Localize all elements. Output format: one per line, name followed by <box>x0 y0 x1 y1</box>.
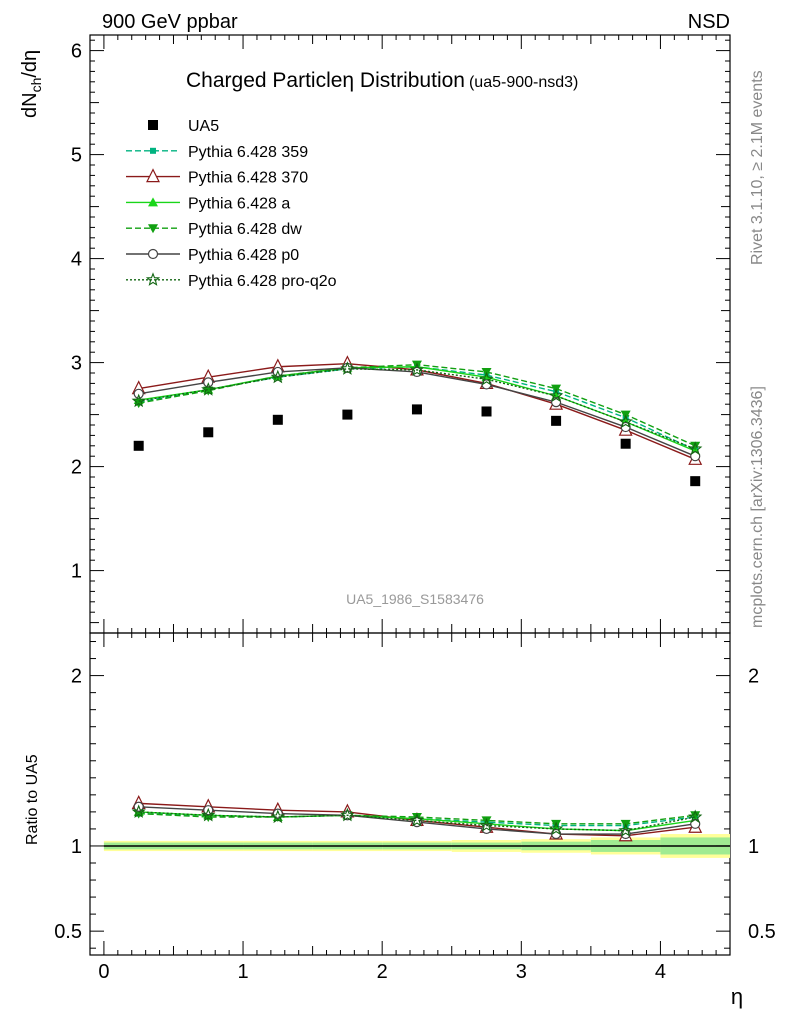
data-point-main-5 <box>548 388 564 402</box>
ua5-data-point <box>620 438 631 449</box>
data-point-main-3 <box>690 441 701 451</box>
legend-marker-0 <box>150 147 156 154</box>
legend-marker-ua5 <box>148 120 158 130</box>
data-point-ratio-5 <box>548 821 564 836</box>
y-tick-label-ratio-right: 1 <box>748 836 759 858</box>
legend-marker-3 <box>148 224 158 234</box>
data-point-ratio-3 <box>690 811 701 821</box>
y-tick-label-main: 1 <box>71 561 82 583</box>
legend-marker-4 <box>147 248 159 260</box>
legend: UA5 Pythia 6.428 359 Pythia 6.428 370 Pythi… <box>126 118 337 290</box>
data-point-ratio-5 <box>688 809 703 824</box>
legend-label-1: Pythia 6.428 370 <box>188 170 308 187</box>
legend-label-ua5: UA5 <box>188 118 219 135</box>
data-point-ratio-5 <box>409 812 425 827</box>
ua5-data-point <box>481 406 492 417</box>
legend-label-3: Pythia 6.428 dw <box>188 221 302 238</box>
y-tick-label-main: 6 <box>71 41 82 63</box>
ua5-data-point <box>342 409 353 420</box>
ua5-data-point <box>133 440 144 451</box>
x-tick-label: 3 <box>516 961 527 983</box>
legend-label-0: Pythia 6.428 359 <box>188 144 308 161</box>
analysis-watermark: UA5_1986_S1583476 <box>346 591 484 607</box>
y-tick-label-ratio-right: 0.5 <box>748 921 776 943</box>
legend-marker-5 <box>145 272 161 286</box>
data-point-ratio-5 <box>618 823 633 837</box>
series-line-main-5 <box>138 368 696 450</box>
ratio-plot-frame <box>89 632 731 956</box>
series-line-ratio-3 <box>138 812 696 825</box>
ratio-y-axis-label: Ratio to UA5 <box>24 754 41 845</box>
data-point-main-5 <box>340 361 355 375</box>
y-tick-label-ratio: 1 <box>71 836 82 858</box>
series-layer <box>131 355 703 842</box>
side-rivet-label: Rivet 3.1.10, ≥ 2.1M events <box>749 70 766 265</box>
data-point-main-5 <box>201 382 216 396</box>
legend-marker-1 <box>146 168 160 183</box>
ua5-data-point <box>272 414 283 425</box>
ua5-data-point <box>411 404 422 415</box>
y-tick-label-main: 4 <box>71 249 82 271</box>
data-point-main-4 <box>481 379 492 390</box>
main-plot-frame <box>89 34 731 634</box>
legend-marker-2 <box>148 197 158 207</box>
header-right-label: NSD <box>688 11 730 33</box>
legend-label-5: Pythia 6.428 pro-q2o <box>188 273 337 290</box>
legend-label-4: Pythia 6.428 p0 <box>188 247 299 264</box>
y-tick-label-ratio: 2 <box>71 666 82 688</box>
data-point-ratio-5 <box>201 807 216 822</box>
series-line-ratio-5 <box>138 811 696 832</box>
side-mcplots-label: mcplots.cern.ch [arXiv:1306.3436] <box>749 386 766 628</box>
ua5-data-point <box>690 476 701 487</box>
data-point-ratio-5 <box>479 817 494 832</box>
data-point-main-5 <box>131 393 146 408</box>
data-point-ratio-5 <box>340 807 355 822</box>
x-axis-label: η <box>731 984 743 1009</box>
y-tick-label-main: 3 <box>71 353 82 375</box>
y-tick-label-main: 5 <box>71 145 82 167</box>
x-tick-label: 4 <box>655 961 666 983</box>
main-title-sub: (ua5-900-nsd3) <box>469 74 578 91</box>
main-title-text: Charged Particleη Distribution <box>186 69 465 92</box>
data-point-main-5 <box>618 414 633 428</box>
data-point-main-5 <box>479 371 494 386</box>
data-point-ratio-5 <box>131 804 146 818</box>
data-point-main-5 <box>270 369 285 384</box>
ua5-data-point <box>203 427 214 438</box>
main-title: Charged Particleη Distribution (ua5-900-n… <box>186 69 578 92</box>
data-point-main-5 <box>409 362 425 376</box>
data-point-ratio-4 <box>272 808 283 819</box>
y-tick-label-ratio-right: 2 <box>748 666 759 688</box>
ua5-data-point <box>551 415 562 426</box>
data-point-main-5 <box>688 441 703 456</box>
uncertainty-bands <box>103 834 730 858</box>
main-y-axis-label: dNch/dη <box>19 50 44 118</box>
y-tick-label-ratio: 0.5 <box>54 921 82 943</box>
y-tick-label-main: 2 <box>71 457 82 479</box>
axis-ticks: 0 1 2 3 4 1 2 3 4 5 6 0.5 0.5 1 1 2 2 <box>54 35 776 983</box>
legend-label-2: Pythia 6.428 a <box>188 195 290 212</box>
header-left-label: 900 GeV ppbar <box>102 11 238 33</box>
x-tick-label: 0 <box>98 961 109 983</box>
data-point-ratio-5 <box>270 809 285 824</box>
x-tick-label: 2 <box>377 961 388 983</box>
x-tick-label: 1 <box>237 961 248 983</box>
